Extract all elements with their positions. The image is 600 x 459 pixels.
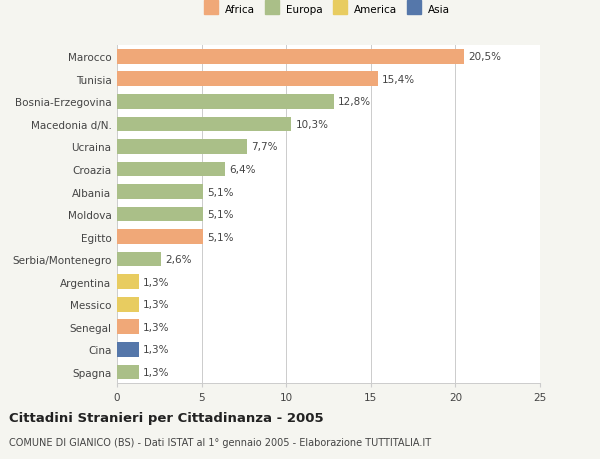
Bar: [117, 297, 139, 312]
Text: 5,1%: 5,1%: [208, 232, 234, 242]
Text: 1,3%: 1,3%: [143, 367, 170, 377]
Bar: [117, 230, 203, 244]
Bar: [117, 342, 139, 357]
Text: 6,4%: 6,4%: [230, 165, 256, 174]
Bar: [117, 275, 139, 289]
Text: 20,5%: 20,5%: [468, 52, 501, 62]
Bar: [117, 140, 247, 154]
Text: 10,3%: 10,3%: [296, 120, 329, 129]
Legend: Africa, Europa, America, Asia: Africa, Europa, America, Asia: [204, 5, 450, 16]
Text: 12,8%: 12,8%: [338, 97, 371, 107]
Bar: [117, 207, 203, 222]
Bar: [117, 95, 334, 109]
Text: 2,6%: 2,6%: [165, 255, 192, 264]
Bar: [117, 73, 377, 87]
Bar: [117, 50, 464, 64]
Text: 1,3%: 1,3%: [143, 322, 170, 332]
Bar: [117, 320, 139, 334]
Bar: [117, 252, 161, 267]
Text: 1,3%: 1,3%: [143, 277, 170, 287]
Bar: [117, 365, 139, 379]
Text: 7,7%: 7,7%: [251, 142, 278, 152]
Text: Cittadini Stranieri per Cittadinanza - 2005: Cittadini Stranieri per Cittadinanza - 2…: [9, 411, 323, 424]
Text: COMUNE DI GIANICO (BS) - Dati ISTAT al 1° gennaio 2005 - Elaborazione TUTTITALIA: COMUNE DI GIANICO (BS) - Dati ISTAT al 1…: [9, 437, 431, 447]
Text: 5,1%: 5,1%: [208, 210, 234, 219]
Text: 5,1%: 5,1%: [208, 187, 234, 197]
Text: 1,3%: 1,3%: [143, 300, 170, 309]
Text: 1,3%: 1,3%: [143, 345, 170, 354]
Bar: [117, 118, 291, 132]
Text: 15,4%: 15,4%: [382, 75, 415, 84]
Bar: [117, 185, 203, 199]
Bar: [117, 162, 225, 177]
